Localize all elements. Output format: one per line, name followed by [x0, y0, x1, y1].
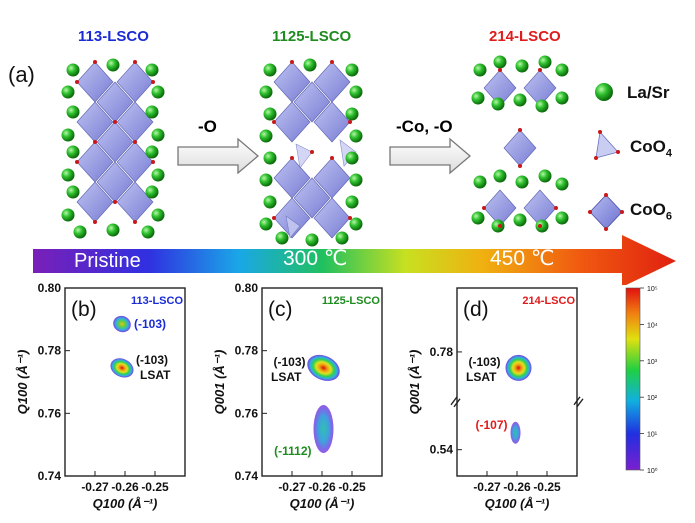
peak-label: (-107) — [475, 418, 507, 432]
octahedra-214 — [483, 69, 557, 227]
la-sr-legend-icon — [595, 83, 613, 101]
title-1125-lsco: 1125-LSCO — [272, 28, 352, 45]
step-label-2: -Co, -O — [396, 117, 453, 136]
peak-label-substrate: LSAT — [271, 370, 302, 384]
peak-label-substrate: LSAT — [140, 368, 171, 382]
diffraction-peak — [505, 354, 532, 381]
x-tick-label: -0.25 — [533, 480, 561, 494]
octahedra-1125 — [273, 61, 351, 239]
peak-label-substrate: LSAT — [466, 370, 497, 384]
x-tick-label: -0.25 — [338, 480, 366, 494]
la-sr-atoms-214 — [471, 55, 569, 233]
panel-title: 214-LSCO — [522, 295, 575, 307]
structure-1125 — [259, 58, 363, 247]
panel-frame — [456, 287, 578, 477]
x-tick-label: -0.27 — [81, 480, 109, 494]
title-113-lsco: 113-LSCO — [78, 28, 149, 45]
colorbar-tick-label: 10² — [647, 395, 658, 402]
x-axis-label: Q100 (Å⁻¹) — [93, 496, 158, 511]
structure-113 — [61, 58, 165, 239]
y-tick-label: 0.76 — [38, 406, 62, 420]
colorbar-gradient — [625, 287, 641, 471]
arrow-step-2 — [389, 137, 472, 175]
diffraction-peak — [110, 358, 134, 378]
y-tick-label: 0.80 — [38, 281, 62, 295]
arrow-step-1 — [177, 137, 260, 175]
x-tick-label: -0.26 — [503, 480, 531, 494]
y-tick-label: 0.78 — [38, 344, 62, 358]
diffraction-peak — [113, 315, 131, 333]
colorbar-tick-label: 10⁰ — [647, 467, 658, 475]
peak-label: (-103) — [136, 353, 168, 367]
diffraction-peak — [510, 421, 521, 444]
colorbar-tick-label: 10³ — [647, 359, 658, 366]
panel-c: -0.27 -0.26 -0.25 0.74 0.76 0.78 0.80 Q100 (Å⁻¹… — [212, 281, 383, 511]
legend-la-sr-text: La/Sr — [627, 83, 670, 102]
legend-coo4-text: CoO — [630, 137, 666, 156]
peak-label: (-103) — [134, 317, 166, 331]
y-axis-label: Q100 (Å⁻¹) — [15, 350, 30, 415]
x-tick-label: -0.26 — [111, 480, 139, 494]
x-tick-label: -0.27 — [473, 480, 501, 494]
y-axis-label: Q001 (Å⁻¹) — [212, 350, 227, 415]
oxygen-atoms-1125 — [272, 60, 352, 220]
legend-coo6-sub: 6 — [665, 210, 673, 223]
x-axis-label: Q100 (Å⁻¹) — [290, 496, 355, 511]
y-tick-label: 0.78 — [235, 344, 259, 358]
y-axis-label: Q001 (Å⁻¹) — [407, 350, 422, 415]
panel-title: 1125-LSCO — [322, 295, 381, 307]
y-tick-label: 0.74 — [38, 469, 62, 483]
legend-coo6-text: CoO — [630, 200, 666, 219]
panel-letter: (c) — [268, 298, 293, 321]
x-axis-label: Q100 (Å⁻¹) — [485, 496, 550, 511]
colorbar-tick-label: 10⁵ — [647, 286, 658, 293]
peak-label: (-103) — [273, 355, 305, 369]
legend-coo6: CoO6 — [630, 200, 672, 222]
coo6-legend-icon — [588, 193, 624, 231]
y-tick-label: 0.76 — [235, 406, 259, 420]
colorbar: 10⁰ 10¹ 10² 10³ 10⁴ 10⁵ — [625, 286, 658, 475]
step-label-1: -O — [198, 117, 217, 136]
diffraction-peak — [307, 354, 340, 381]
temp-label-pristine: Pristine — [74, 250, 141, 272]
legend-coo4: CoO4 — [630, 137, 672, 159]
coo4-legend-icon — [594, 130, 620, 160]
panel-b: -0.27 -0.26 -0.25 0.74 0.76 0.78 0.80 Q100 (Å⁻¹… — [15, 281, 186, 511]
x-tick-label: -0.26 — [308, 480, 336, 494]
y-tick-label: 0.74 — [235, 469, 259, 483]
panel-letter: (b) — [71, 298, 97, 321]
legend-la-sr: La/Sr — [627, 83, 670, 103]
panel-a-label: (a) — [8, 62, 35, 87]
panel-title: 113-LSCO — [131, 295, 183, 307]
oxygen-atoms-113 — [75, 60, 155, 224]
colorbar-tick-label: 10¹ — [647, 432, 658, 439]
y-tick-label: 0.54 — [430, 443, 454, 457]
la-sr-atoms-113 — [61, 58, 165, 239]
y-tick-label: 0.78 — [430, 345, 454, 359]
la-sr-atoms-1125 — [259, 58, 363, 247]
crystal-structures: -O — [61, 55, 624, 247]
panel-a: (a) 113-LSCO 1125-LSCO 214-LSCO — [8, 28, 676, 285]
title-214-lsco: 214-LSCO — [489, 28, 561, 45]
peak-label: (-103) — [468, 355, 500, 369]
axis-break-left — [450, 396, 461, 408]
oxygen-atoms-214 — [482, 68, 558, 228]
octahedra-113 — [76, 61, 154, 223]
temperature-arrow — [33, 235, 676, 285]
legend-icons — [588, 83, 624, 231]
panel-d: -0.27 -0.26 -0.25 0.54 0.78 Q100 (Å⁻¹) Q001 (Å… — [407, 287, 584, 511]
legend-coo4-sub: 4 — [665, 147, 673, 160]
temp-label-300: 300 ℃ — [283, 247, 348, 270]
y-tick-label: 0.80 — [235, 281, 259, 295]
diffraction-peak — [313, 405, 334, 453]
axis-break-right — [573, 396, 584, 408]
structure-214 — [471, 55, 569, 233]
panel-letter: (d) — [463, 298, 489, 321]
x-tick-label: -0.25 — [141, 480, 169, 494]
temp-label-450: 450 ℃ — [490, 247, 555, 270]
x-tick-label: -0.27 — [278, 480, 306, 494]
colorbar-tick-label: 10⁴ — [647, 322, 658, 329]
peak-label: (-1112) — [274, 444, 311, 458]
